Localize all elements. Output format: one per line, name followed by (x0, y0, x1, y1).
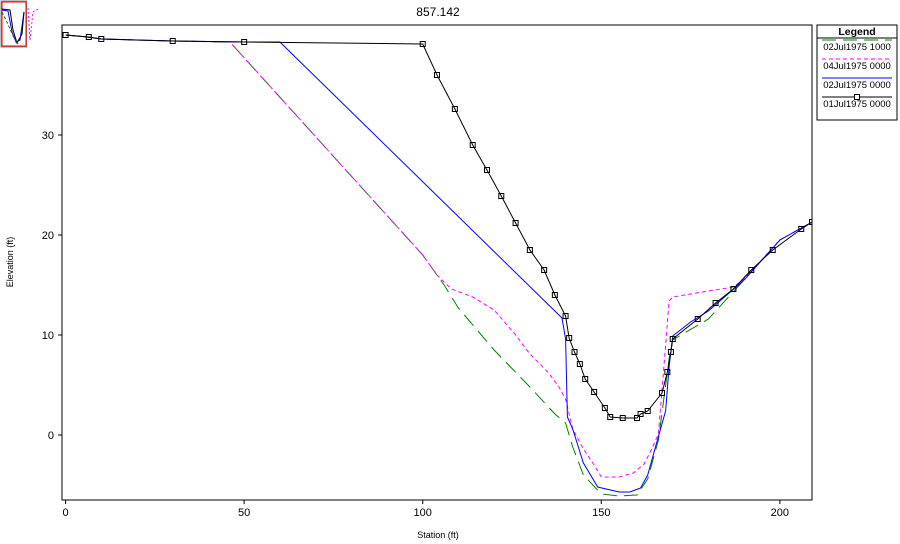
data-point (659, 390, 665, 396)
y-tick-label: 20 (42, 230, 54, 242)
y-tick-label: 30 (42, 130, 54, 142)
data-point (469, 142, 476, 148)
data-point (664, 369, 671, 375)
legend-title: Legend (838, 26, 875, 38)
data-point (712, 300, 719, 306)
x-tick-label: 0 (63, 507, 69, 519)
data-point (98, 36, 105, 42)
data-point (241, 39, 248, 45)
data-point (601, 405, 608, 411)
data-point (169, 38, 176, 44)
data-point (484, 167, 490, 173)
data-point (566, 335, 573, 341)
data-point (748, 267, 755, 273)
data-point (769, 247, 776, 253)
data-point (451, 106, 458, 112)
y-tick-label: 0 (48, 430, 54, 442)
thumbnail-line-black (1, 8, 25, 45)
data-point (582, 376, 589, 382)
y-tick-label: 10 (42, 330, 54, 342)
data-point (798, 226, 805, 232)
data-point (619, 415, 626, 421)
legend-entry-label: 04Jul1975 0000 (823, 61, 891, 72)
x-tick-label: 200 (771, 507, 789, 519)
data-point (730, 286, 737, 292)
series-line-3 (65, 34, 812, 419)
legend-items: 02Jul1975 1000 04Jul1975 0000 02Jul1975 00… (822, 39, 892, 110)
data-point (562, 313, 569, 319)
data-point (551, 292, 558, 298)
legend-entry-label: 02Jul1975 0000 (823, 80, 891, 91)
data-point (667, 349, 674, 355)
y-axis-label: Elevation (ft) (5, 237, 15, 288)
data-point (571, 349, 578, 355)
data-point (591, 389, 598, 395)
data-point (498, 193, 505, 199)
data-point (62, 32, 69, 38)
axes: 0 50 100 150 200 0 10 20 30 (42, 130, 789, 519)
thumbnail-line-green (1, 11, 19, 45)
data-point (526, 247, 533, 253)
thumbnail-preview[interactable] (0, 0, 41, 48)
series-line-1 (65, 34, 812, 478)
data-point (809, 219, 812, 225)
data-point (576, 361, 583, 367)
x-axis-label: Station (ft) (417, 530, 459, 540)
data-point (419, 41, 426, 47)
data-point (607, 414, 614, 420)
series-group (62, 32, 812, 497)
data-point (694, 316, 701, 322)
legend-frame (816, 24, 898, 121)
data-point (637, 411, 644, 417)
legend-entry-label: 01Jul1975 0000 (823, 99, 891, 110)
data-point (644, 408, 651, 414)
legend-entry-marker (854, 94, 860, 100)
x-tick-label: 50 (238, 507, 250, 519)
data-point (85, 34, 92, 40)
x-tick-label: 150 (592, 507, 610, 519)
thumbnail-line-magenta (27, 7, 41, 41)
thumbnail-viewport (1, 1, 27, 47)
data-point (669, 336, 676, 342)
data-point (634, 415, 640, 421)
data-point (541, 267, 548, 273)
plot-area (61, 24, 813, 501)
data-point (434, 72, 440, 78)
chart-title: 857.142 (416, 5, 460, 19)
x-tick-label: 100 (414, 507, 432, 519)
data-point (512, 220, 519, 226)
legend-entry-label: 02Jul1975 1000 (823, 42, 891, 53)
